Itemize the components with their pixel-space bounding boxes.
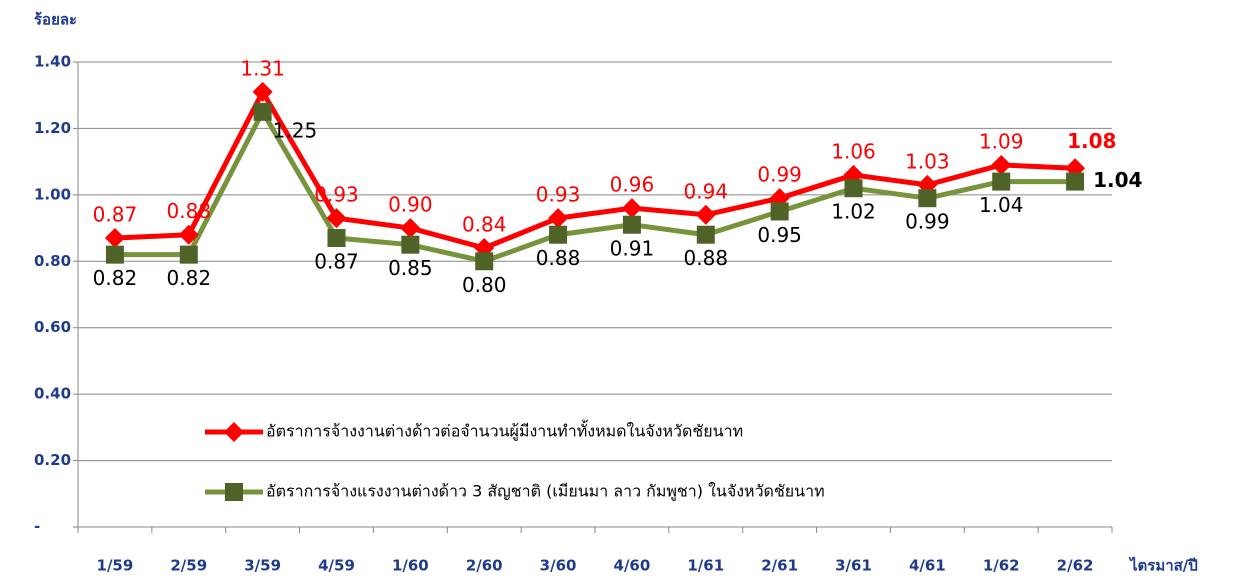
marker	[918, 189, 937, 208]
legend-marker	[224, 422, 244, 442]
data-label: 0.95	[757, 223, 802, 247]
marker	[992, 172, 1011, 191]
data-label: 0.90	[388, 193, 433, 217]
y-tick-label: 0.80	[34, 252, 71, 270]
x-tick-label: 1/59	[97, 557, 134, 575]
y-tick-label: 1.20	[34, 119, 71, 137]
data-label: 1.06	[831, 139, 876, 163]
y-tick-label: 1.00	[34, 185, 71, 203]
data-label: 1.03	[905, 149, 950, 173]
data-label: 1.02	[831, 200, 876, 224]
data-label: 0.96	[610, 173, 655, 197]
data-label: 1.08	[1067, 129, 1116, 153]
x-tick-label: 1/62	[983, 557, 1020, 575]
data-label: 0.88	[167, 199, 212, 223]
x-tick-label: 1/61	[687, 557, 724, 575]
data-label: 0.99	[905, 210, 950, 234]
marker	[770, 202, 789, 221]
y-tick-label: -	[34, 518, 40, 536]
x-tick-label: 3/61	[835, 557, 872, 575]
y-tick-label: 1.40	[34, 53, 71, 71]
marker	[401, 235, 420, 254]
x-tick-label: 3/59	[244, 557, 281, 575]
legend-label: อัตราการจ้างงานต่างด้าวต่อจำนวนผู้มีงานท…	[266, 420, 743, 442]
marker	[475, 252, 494, 271]
data-label: 0.82	[93, 266, 138, 290]
marker	[179, 245, 198, 264]
data-label: 0.94	[684, 179, 729, 203]
x-tick-label: 2/60	[466, 557, 503, 575]
data-label: 0.80	[462, 273, 507, 297]
y-tick-label: 0.60	[34, 318, 71, 336]
x-axis-title: ไตรมาส/ปี	[1128, 556, 1198, 575]
marker	[253, 102, 272, 121]
marker	[400, 218, 421, 239]
data-label: 1.25	[273, 118, 318, 142]
marker	[326, 208, 347, 229]
data-label: 0.85	[388, 256, 433, 280]
x-tick-label: 2/59	[170, 557, 207, 575]
marker	[621, 198, 642, 219]
data-label: 0.87	[93, 203, 138, 227]
marker	[844, 179, 863, 198]
marker	[105, 245, 124, 264]
data-label: 0.84	[462, 213, 507, 237]
marker	[178, 224, 199, 245]
marker	[549, 225, 568, 244]
data-label: 0.88	[684, 246, 729, 270]
x-tick-label: 4/61	[909, 557, 946, 575]
data-label: 0.99	[757, 163, 802, 187]
marker	[252, 81, 273, 102]
marker	[327, 229, 346, 248]
series-line	[114, 89, 1076, 251]
marker	[696, 225, 715, 244]
legend-label: อัตราการจ้างแรงงานต่างด้าว 3 สัญชาติ (เม…	[266, 482, 825, 502]
data-label: 1.09	[979, 129, 1024, 153]
data-label: 1.31	[240, 56, 285, 80]
y-tick-label: 0.40	[34, 385, 71, 403]
data-label: 0.87	[314, 250, 359, 274]
data-label: 0.93	[314, 183, 359, 207]
data-label: 1.04	[979, 193, 1024, 217]
marker	[622, 215, 641, 234]
x-tick-label: 2/61	[761, 557, 798, 575]
x-tick-label: 2/62	[1057, 557, 1094, 575]
x-tick-label: 4/60	[614, 557, 651, 575]
marker	[695, 204, 716, 225]
marker	[991, 154, 1012, 175]
marker	[548, 208, 569, 229]
data-label: 0.93	[536, 183, 581, 207]
data-label: 0.91	[610, 236, 655, 260]
data-label: 0.88	[536, 246, 581, 270]
legend-marker	[225, 483, 243, 501]
marker	[1066, 172, 1085, 191]
data-label: 1.04	[1093, 168, 1142, 192]
y-axis-title: ร้อยละ	[34, 11, 77, 29]
y-tick-label: 0.20	[34, 451, 71, 469]
marker	[104, 228, 125, 249]
data-label: 0.82	[167, 266, 212, 290]
series-line	[114, 109, 1076, 264]
x-tick-label: 3/60	[540, 557, 577, 575]
x-tick-label: 4/59	[318, 557, 355, 575]
x-tick-label: 1/60	[392, 557, 429, 575]
